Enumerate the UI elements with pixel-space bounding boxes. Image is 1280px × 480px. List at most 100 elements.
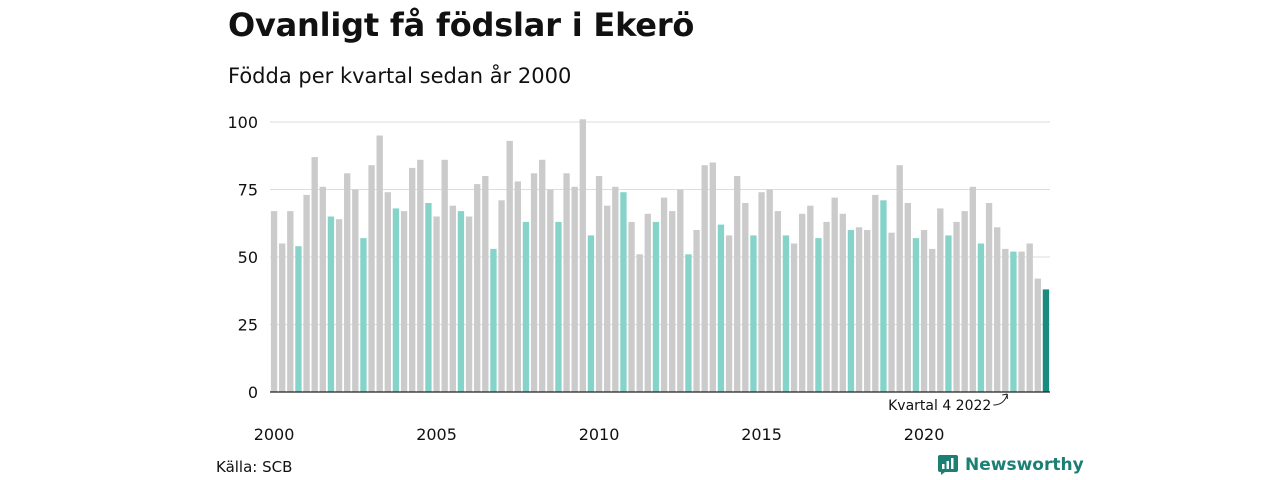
bar	[912, 238, 920, 392]
bar	[1034, 278, 1041, 392]
bar	[994, 227, 1001, 392]
bar	[717, 224, 725, 392]
bar	[839, 213, 846, 392]
bar	[392, 208, 400, 392]
bar	[1042, 289, 1050, 392]
x-tick-label: 2015	[741, 425, 782, 444]
y-tick-label: 50	[238, 248, 258, 267]
bar	[847, 230, 855, 392]
bar	[514, 181, 521, 392]
newsworthy-logo-icon	[938, 455, 958, 475]
bar	[571, 186, 578, 392]
bar	[937, 208, 944, 392]
bar	[311, 157, 318, 392]
bar	[530, 173, 538, 392]
bar	[368, 165, 375, 392]
bar	[669, 211, 676, 392]
bar	[417, 159, 424, 392]
bar	[612, 186, 619, 392]
bar	[1018, 251, 1025, 392]
bar	[677, 189, 684, 392]
bar	[547, 189, 554, 392]
bar	[457, 211, 465, 392]
x-tick-label: 2000	[254, 425, 295, 444]
bar	[701, 165, 708, 392]
y-tick-label: 100	[227, 113, 258, 132]
bar	[766, 189, 773, 392]
bar	[750, 235, 757, 392]
bar	[465, 216, 473, 392]
bar	[636, 254, 643, 392]
bar	[620, 192, 627, 392]
bar	[774, 211, 781, 392]
bar	[628, 221, 635, 392]
bar	[660, 197, 668, 392]
bar	[709, 162, 716, 392]
bar	[482, 176, 489, 392]
bar	[1026, 243, 1033, 392]
bar	[945, 235, 952, 392]
bars	[270, 119, 1050, 393]
x-tick-label: 2020	[904, 425, 945, 444]
bar	[384, 192, 391, 392]
bar	[303, 194, 310, 392]
bar	[855, 227, 863, 392]
bar	[693, 230, 700, 392]
bar	[344, 173, 351, 392]
bar	[904, 203, 911, 392]
bar	[579, 119, 586, 393]
bar	[335, 219, 343, 392]
curved-arrow-icon	[993, 393, 1008, 406]
bar	[490, 248, 497, 392]
brand-name: Newsworthy	[965, 455, 1084, 475]
x-tick-label: 2005	[416, 425, 457, 444]
bar	[985, 203, 993, 392]
bar	[555, 221, 562, 392]
bar	[831, 197, 838, 392]
bar	[400, 211, 408, 392]
bar	[433, 216, 440, 392]
bar	[287, 211, 294, 392]
y-tick-label: 75	[238, 181, 258, 200]
bar	[961, 211, 968, 392]
bar	[352, 189, 359, 392]
bar	[799, 213, 806, 392]
bar	[360, 238, 367, 392]
bar	[604, 205, 611, 392]
annotation-label: Kvartal 4 2022	[888, 398, 991, 414]
chart-subtitle: Födda per kvartal sedan år 2000	[228, 64, 572, 88]
bar	[270, 211, 278, 392]
bar	[425, 203, 432, 392]
bar	[790, 243, 798, 392]
bar	[880, 200, 887, 392]
bar	[953, 221, 960, 392]
bar	[725, 235, 733, 392]
bar	[539, 159, 546, 392]
y-axis-ticks: 0 25 50 75 100	[227, 113, 258, 402]
bar	[685, 254, 692, 392]
bar	[319, 186, 326, 392]
bar	[449, 205, 456, 392]
annotation: Kvartal 4 2022	[888, 393, 1008, 414]
grid-lines	[270, 121, 1050, 325]
bar	[896, 165, 903, 392]
bar	[498, 200, 505, 392]
source-label: Källa: SCB	[216, 458, 293, 476]
brand-logo[interactable]: Newsworthy	[938, 455, 1084, 475]
bar	[587, 235, 595, 392]
bar	[929, 248, 936, 392]
bar	[864, 230, 871, 392]
y-tick-label: 0	[248, 383, 258, 402]
bar	[474, 184, 481, 392]
bar	[506, 140, 513, 392]
bar	[441, 159, 448, 392]
x-tick-label: 2010	[579, 425, 620, 444]
bar	[563, 173, 570, 392]
bar	[1010, 251, 1017, 392]
bar	[977, 243, 985, 392]
bar	[652, 221, 660, 392]
bar	[376, 135, 383, 392]
bar	[327, 216, 335, 392]
y-tick-label: 25	[238, 316, 258, 335]
bar	[1002, 248, 1009, 392]
